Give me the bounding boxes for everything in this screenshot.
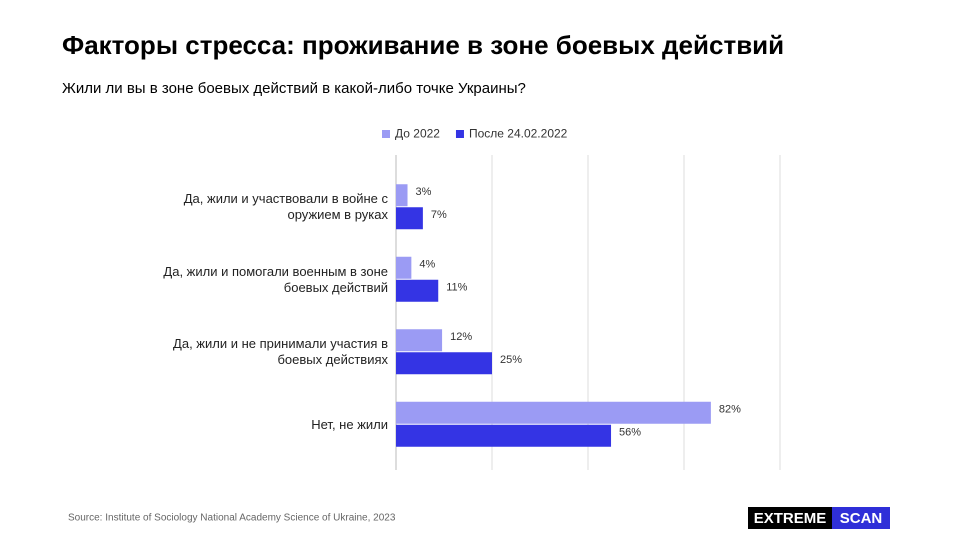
value-label: 56%: [619, 427, 641, 439]
bar: [396, 184, 408, 207]
bar: [396, 424, 612, 447]
chart-subtitle: Жили ли вы в зоне боевых действий в како…: [62, 80, 526, 97]
bar: [396, 352, 492, 375]
logo-box: [748, 507, 832, 529]
logo-text: EXTREME: [754, 510, 827, 527]
category-label: Да, жили и участвовали в войне с оружием…: [183, 191, 388, 223]
logo-text: SCAN: [840, 510, 883, 527]
category-label: Да, жили и помогали военным в зоне боевы…: [163, 263, 388, 295]
category-label-box: Да, жили и не принимали участия в боевых…: [173, 336, 388, 368]
category-label: Да, жили и не принимали участия в боевых…: [173, 336, 388, 368]
value-label: 25%: [500, 354, 522, 366]
bar: [396, 329, 443, 352]
legend: До 2022 После 24.02.2022: [382, 127, 568, 141]
category-label-box: Да, жили и помогали военным в зоне боевы…: [163, 263, 388, 295]
value-label: 12%: [450, 331, 472, 343]
value-label: 11%: [446, 282, 467, 294]
legend-swatch: [382, 130, 390, 138]
logo-box: [832, 507, 890, 529]
legend-swatch: [455, 130, 464, 138]
value-label: 4%: [419, 259, 435, 271]
legend-label: После 24.02.2022: [469, 127, 568, 141]
source: Source: Institute of Sociology National …: [68, 513, 396, 524]
value-label: 7%: [431, 209, 447, 221]
bar: [396, 279, 439, 302]
category-label: Нет, не жили: [311, 416, 388, 432]
value-label: 3%: [416, 186, 432, 198]
bar: [396, 256, 412, 279]
bar: [396, 207, 423, 230]
category-label-box: Нет, не жили: [311, 416, 388, 432]
legend-label: До 2022: [395, 127, 440, 141]
value-label: 82%: [719, 404, 741, 416]
bar: [396, 401, 711, 424]
category-label-box: Да, жили и участвовали в войне с оружием…: [183, 191, 388, 223]
chart-title: Факторы стресса: проживание в зоне боевы…: [62, 30, 784, 60]
